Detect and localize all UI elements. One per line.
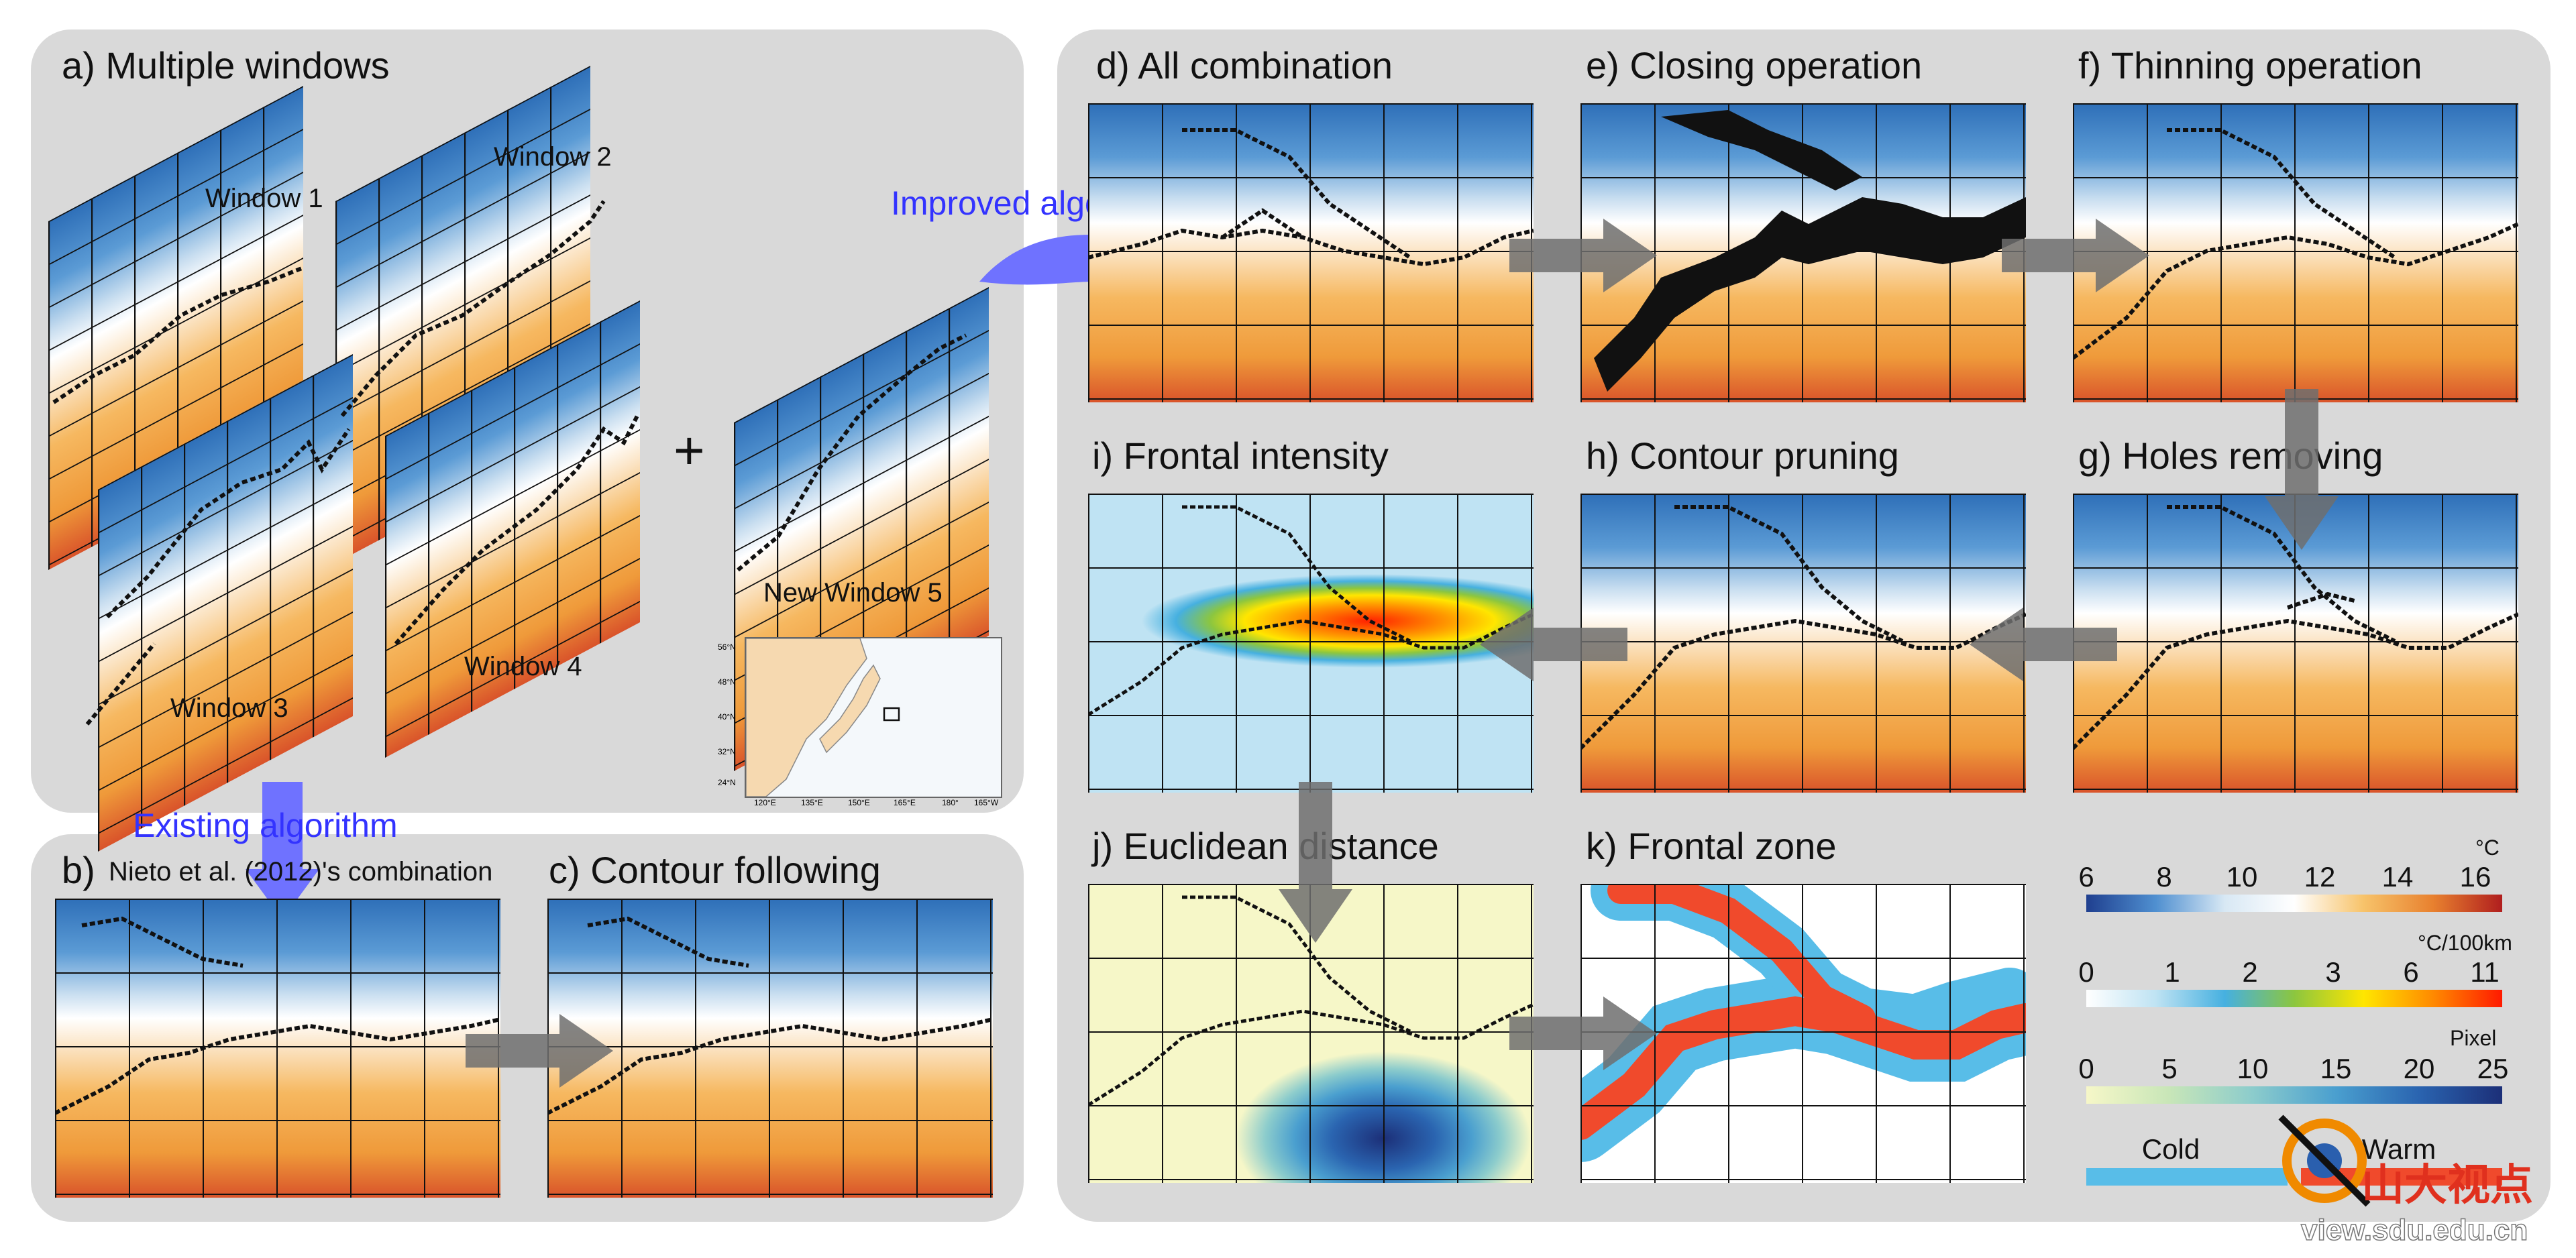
zone-cold-label: Cold bbox=[2141, 1133, 2200, 1165]
inset-lon-165w: 165°W bbox=[974, 798, 999, 807]
panel-j-title: j) Euclidean distance bbox=[1092, 825, 1439, 867]
arrow-i-to-j bbox=[1279, 782, 1352, 943]
existing-algorithm-arrow bbox=[246, 782, 319, 919]
window-front-lines bbox=[52, 200, 967, 726]
arrow-b-to-c bbox=[466, 1014, 613, 1088]
map-h bbox=[1580, 494, 2026, 793]
panel-g-title: g) Holes removing bbox=[2078, 435, 2383, 477]
map-e bbox=[1580, 103, 2026, 402]
sst-tick-10: 10 bbox=[2226, 861, 2258, 893]
intensity-tick-3: 3 bbox=[2325, 956, 2341, 988]
watermark-url: view.sdu.edu.cn bbox=[2300, 1213, 2528, 1247]
intensity-gradient bbox=[2086, 990, 2502, 1007]
panel-d-title: d) All combination bbox=[1096, 44, 1393, 87]
distance-tick-5: 5 bbox=[2161, 1053, 2178, 1084]
intensity-tick-6: 6 bbox=[2403, 956, 2419, 988]
arrow-j-to-k bbox=[1509, 996, 1657, 1070]
arrow-g-to-h bbox=[1970, 608, 2117, 681]
inset-lat-24: 24°N bbox=[718, 778, 736, 787]
watermark-logo bbox=[2278, 1114, 2371, 1207]
distance-gradient bbox=[2086, 1086, 2502, 1104]
sst-tick-12: 12 bbox=[2304, 861, 2336, 893]
map-c bbox=[547, 899, 993, 1198]
watermark-logo-text: 山大视点 bbox=[2361, 1161, 2533, 1210]
window-3-label: Window 3 bbox=[170, 693, 288, 723]
new-window-5-label: New Window 5 bbox=[763, 578, 943, 608]
distance-tick-20: 20 bbox=[2403, 1053, 2435, 1084]
intensity-tick-0: 0 bbox=[2078, 956, 2094, 988]
zone-cold-swatch bbox=[2086, 1168, 2288, 1186]
panel-k-title: k) Frontal zone bbox=[1586, 825, 1837, 867]
distance-tick-15: 15 bbox=[2320, 1053, 2352, 1084]
panel-b-title: Nieto et al. (2012)'s combination bbox=[109, 857, 493, 887]
window-1-label: Window 1 bbox=[205, 184, 323, 213]
panel-i-title: i) Frontal intensity bbox=[1092, 435, 1389, 477]
watermark: 山大视点 view.sdu.edu.cn bbox=[2274, 1097, 2556, 1251]
inset-lon-165: 165°E bbox=[894, 798, 916, 807]
sst-tick-14: 14 bbox=[2381, 861, 2414, 893]
zone-warm-label: Warm bbox=[2361, 1133, 2436, 1165]
inset-map: 56°N 48°N 40°N 32°N 24°N 120°E 135°E 150… bbox=[718, 637, 1002, 807]
map-g bbox=[2073, 494, 2518, 793]
window-4-label: Window 4 bbox=[464, 652, 582, 681]
distance-tick-25: 25 bbox=[2477, 1053, 2509, 1084]
inset-lat-40: 40°N bbox=[718, 712, 736, 722]
distance-unit: Pixel bbox=[2450, 1026, 2497, 1050]
inset-lon-150: 150°E bbox=[848, 798, 870, 807]
map-d bbox=[1088, 103, 1534, 402]
distance-tick-0: 0 bbox=[2078, 1053, 2094, 1084]
existing-algorithm-label: Existing algorithm bbox=[133, 807, 398, 844]
panel-h-title: h) Contour pruning bbox=[1586, 435, 1899, 477]
sst-tick-8: 8 bbox=[2156, 861, 2172, 893]
intensity-tick-11: 11 bbox=[2470, 956, 2500, 988]
inset-lon-135: 135°E bbox=[801, 798, 823, 807]
panel-c-title: c) Contour following bbox=[549, 849, 881, 891]
sst-unit: °C bbox=[2475, 836, 2500, 860]
window-2-label: Window 2 bbox=[494, 142, 612, 172]
map-f bbox=[2073, 103, 2518, 402]
map-b bbox=[55, 899, 500, 1198]
sst-gradient bbox=[2086, 895, 2502, 912]
distance-tick-10: 10 bbox=[2237, 1053, 2269, 1084]
plus-sign: + bbox=[674, 420, 705, 480]
panel-b-letter: b) bbox=[62, 849, 95, 891]
panel-a-title: a) Multiple windows bbox=[62, 44, 390, 87]
inset-lat-32: 32°N bbox=[718, 747, 736, 756]
map-i bbox=[1088, 494, 1534, 793]
inset-lon-120: 120°E bbox=[754, 798, 776, 807]
inset-lat-48: 48°N bbox=[718, 677, 736, 687]
arrow-h-to-i bbox=[1480, 608, 1627, 681]
panel-f-title: f) Thinning operation bbox=[2078, 44, 2422, 87]
intensity-unit: °C/100km bbox=[2418, 931, 2512, 955]
intensity-tick-1: 1 bbox=[2164, 956, 2180, 988]
sst-tick-6: 6 bbox=[2078, 861, 2094, 893]
arrow-e-to-f bbox=[2002, 219, 2149, 292]
inset-lon-180: 180° bbox=[942, 798, 959, 807]
inset-lat-56: 56°N bbox=[718, 642, 736, 652]
sst-tick-16: 16 bbox=[2459, 861, 2491, 893]
intensity-tick-2: 2 bbox=[2242, 956, 2258, 988]
arrow-d-to-e bbox=[1509, 219, 1657, 292]
arrow-f-to-g bbox=[2265, 389, 2339, 550]
map-k bbox=[1580, 884, 2026, 1183]
panel-e-title: e) Closing operation bbox=[1586, 44, 1923, 87]
